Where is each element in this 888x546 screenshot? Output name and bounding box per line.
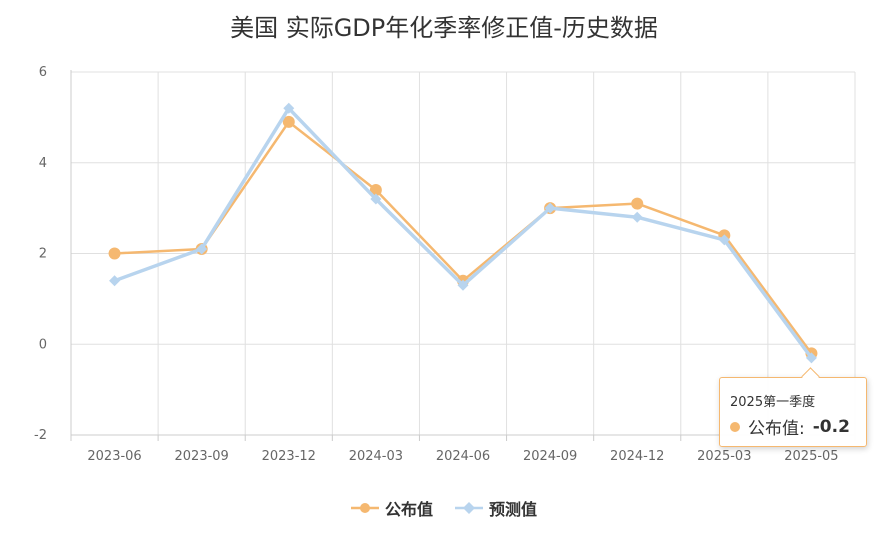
data-point-circle xyxy=(282,115,295,128)
data-tooltip: 2025第一季度 公布值: -0.2 xyxy=(719,367,867,447)
y-tick-label: 2 xyxy=(39,247,47,262)
x-tick-label: 2023-06 xyxy=(87,449,141,464)
data-point-circle xyxy=(631,197,644,210)
diamond-marker-icon xyxy=(455,502,483,514)
tooltip-value: -0.2 xyxy=(812,416,850,437)
tick-labels: -2 0 2 4 6 2023-06 2023-09 2023-12 2024-03 2024-0… xyxy=(34,65,839,464)
legend-label-published: 公布值 xyxy=(384,500,433,519)
tooltip-series-label: 公布值: xyxy=(748,419,805,439)
y-tick-label: -2 xyxy=(34,428,47,443)
series-line-1 xyxy=(113,106,813,359)
tooltip-row: 公布值: -0.2 xyxy=(730,414,856,439)
data-point-diamond xyxy=(370,193,382,205)
x-tick-label: 2025-05 xyxy=(784,449,838,464)
data-point-diamond xyxy=(631,211,643,223)
x-tick-label: 2024-03 xyxy=(349,449,403,464)
data-point-diamond xyxy=(718,234,730,246)
x-tick-label: 2023-12 xyxy=(262,449,316,464)
x-tick-label: 2025-03 xyxy=(697,449,751,464)
legend: 公布值 预测值 xyxy=(0,496,888,520)
tooltip-header: 2025第一季度 xyxy=(730,395,816,410)
data-point-diamond xyxy=(283,102,295,114)
x-tick-label: 2024-12 xyxy=(610,449,664,464)
x-tick-label: 2023-09 xyxy=(175,449,229,464)
legend-item-forecast[interactable]: 预测值 xyxy=(455,496,537,520)
y-tick-label: 4 xyxy=(39,156,47,171)
data-point-diamond xyxy=(196,243,208,255)
data-point-circle xyxy=(108,247,121,260)
data-point-circle xyxy=(369,183,382,196)
chart-title: 美国 实际GDP年化季率修正值-历史数据 xyxy=(230,14,658,42)
x-tick-label: 2024-06 xyxy=(436,449,490,464)
series-line-0 xyxy=(114,120,813,355)
data-point-diamond xyxy=(457,279,469,291)
data-point-diamond xyxy=(544,202,556,214)
circle-marker-icon xyxy=(350,503,379,513)
y-tick-label: 0 xyxy=(39,337,47,352)
data-point-diamond xyxy=(109,275,121,287)
y-tick-label: 6 xyxy=(39,65,47,80)
series-layer xyxy=(108,102,818,364)
legend-label-forecast: 预测值 xyxy=(489,500,538,519)
x-tick-label: 2024-09 xyxy=(523,449,577,464)
tooltip-series-dot xyxy=(730,421,740,432)
legend-item-published[interactable]: 公布值 xyxy=(350,496,433,520)
data-point-diamond xyxy=(805,352,817,364)
